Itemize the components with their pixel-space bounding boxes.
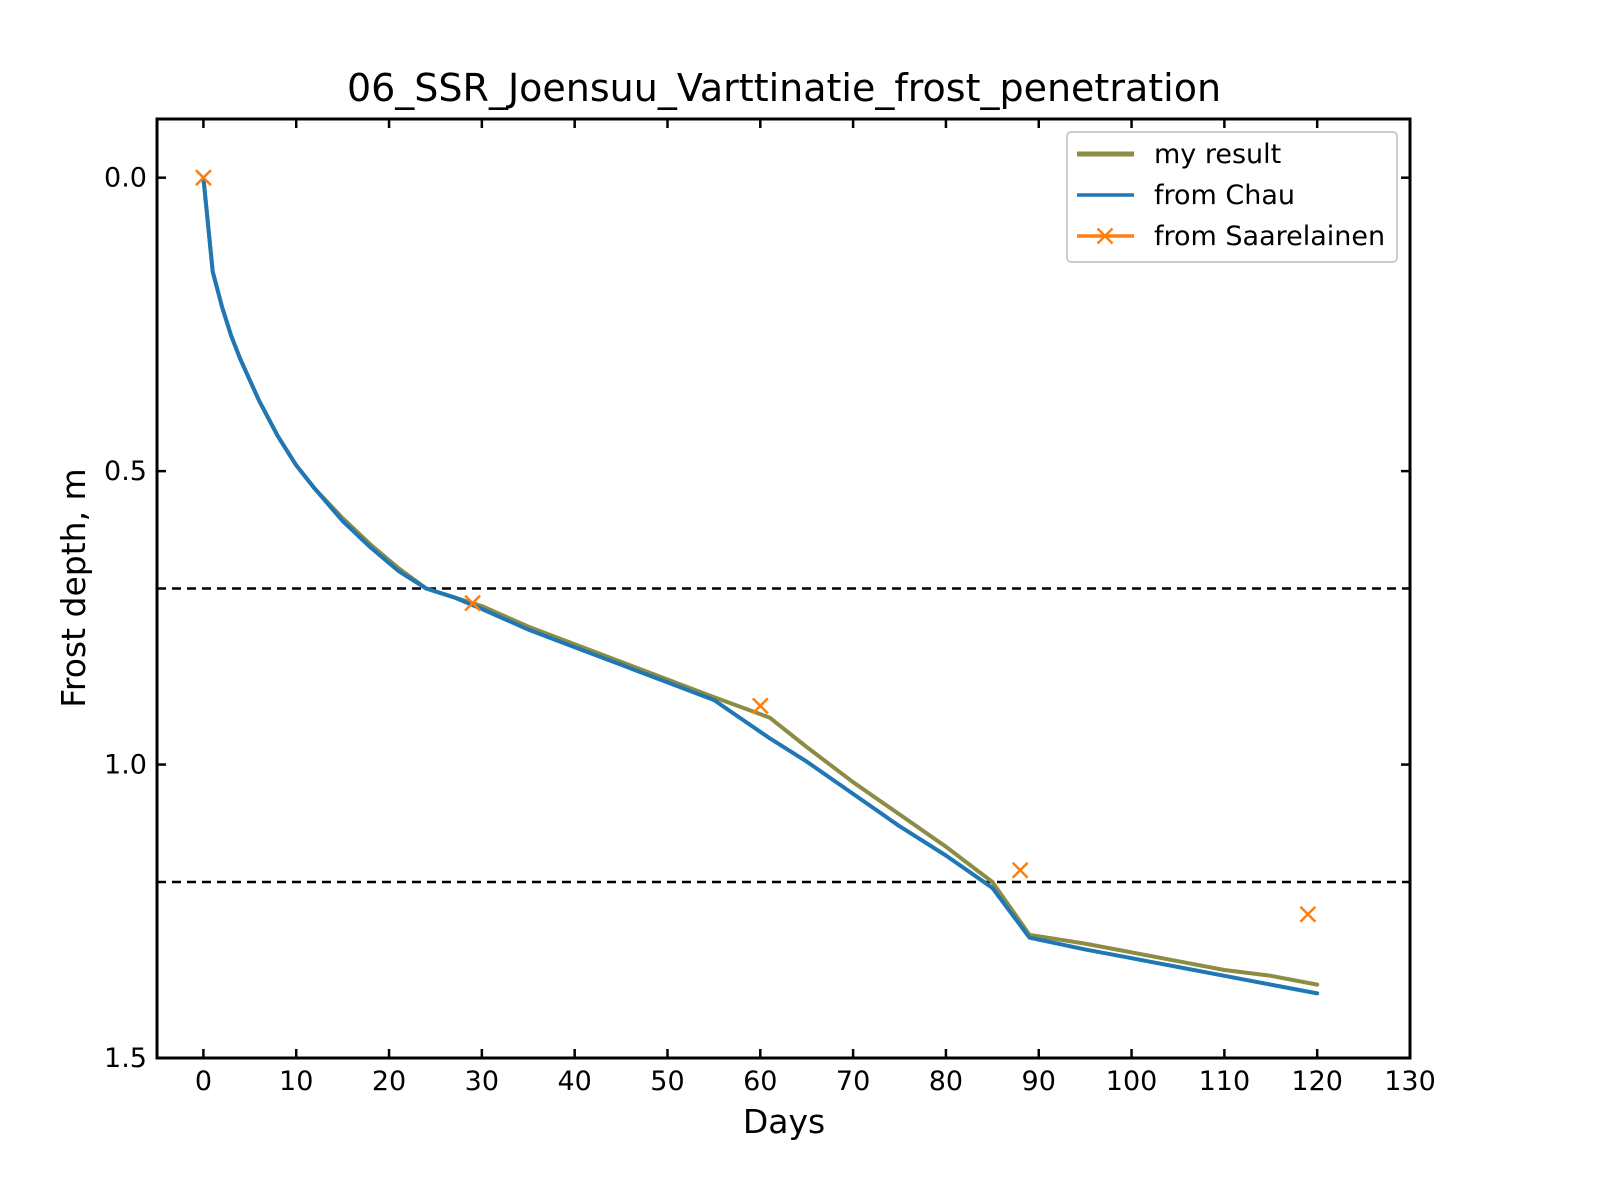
data-point-marker <box>1011 861 1029 879</box>
x-tick-label: 110 <box>1199 1066 1251 1097</box>
data-point-marker <box>464 594 481 612</box>
axis-ticks: 0 10 20 30 40 50 60 70 80 90 100 110 120 130 0.0 0.5 1.0… <box>104 119 1436 1097</box>
legend-item-from-chau: from Chau <box>1077 180 1295 211</box>
legend-item-my-result: my result <box>1077 139 1281 170</box>
x-tick-label: 10 <box>279 1066 313 1097</box>
chart-title: 06_SSR_Joensuu_Varttinatie_frost_penetra… <box>347 66 1221 110</box>
x-tick-label: 0 <box>195 1066 212 1097</box>
data-point-marker <box>751 697 769 715</box>
x-tick-label: 90 <box>1022 1066 1056 1097</box>
x-tick-label: 20 <box>372 1066 406 1097</box>
y-tick-label: 1.0 <box>104 750 147 781</box>
series-line-from-chau <box>201 175 1320 996</box>
plot-frame <box>155 117 1412 1060</box>
x-tick-label: 80 <box>929 1066 963 1097</box>
x-axis-title: Days <box>743 1102 825 1141</box>
legend-marker <box>1096 227 1114 245</box>
plot-area <box>157 169 1410 996</box>
marker-stroke <box>751 697 769 715</box>
y-tick-label: 1.5 <box>104 1043 147 1074</box>
marker-stroke <box>195 169 212 187</box>
marker-stroke <box>1011 861 1029 879</box>
x-tick-label: 50 <box>650 1066 684 1097</box>
x-tick-label: 70 <box>836 1066 870 1097</box>
series-line-my-result <box>201 175 1320 987</box>
legend-label: from Saarelainen <box>1154 221 1385 252</box>
legend: my result from Chau from Saarelainen <box>1066 131 1398 263</box>
legend-item-from-saarelainen: from Saarelainen <box>1077 221 1385 252</box>
legend-label: my result <box>1154 139 1281 170</box>
x-tick-label: 30 <box>465 1066 499 1097</box>
y-axis-title: Frost depth, m <box>54 468 93 707</box>
x-tick-label: 100 <box>1106 1066 1158 1097</box>
x-tick-label: 60 <box>743 1066 777 1097</box>
x-tick-label: 130 <box>1384 1066 1436 1097</box>
x-tick-label: 40 <box>557 1066 591 1097</box>
x-tick-label: 120 <box>1291 1066 1343 1097</box>
y-tick-label: 0.5 <box>104 456 147 487</box>
data-point-marker <box>1299 905 1317 923</box>
marker-stroke <box>1299 905 1317 923</box>
legend-box <box>1066 131 1398 263</box>
marker-stroke <box>464 594 481 612</box>
data-point-marker <box>195 169 212 187</box>
y-tick-label: 0.0 <box>104 163 147 194</box>
legend-label: from Chau <box>1154 180 1295 211</box>
